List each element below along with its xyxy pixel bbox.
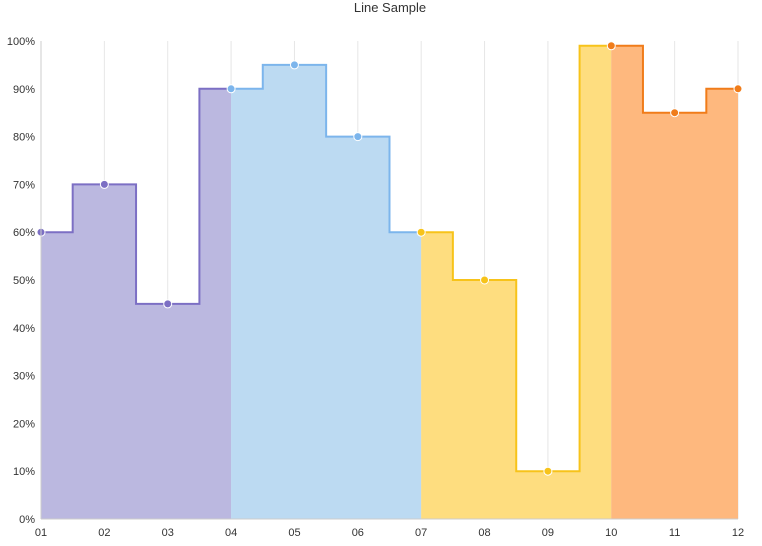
data-point-12[interactable] bbox=[733, 84, 743, 94]
x-tick-label: 11 bbox=[669, 527, 680, 539]
axis-layer: 0% 10% 20% 30% 40% 50% 60% 70% 80% 90% 100% 01 02 03 0… bbox=[7, 36, 744, 539]
area-layer bbox=[41, 45, 738, 520]
x-tick-label: 09 bbox=[542, 527, 554, 539]
y-tick-label: 20% bbox=[13, 418, 35, 430]
series-area-segment-4 bbox=[611, 45, 738, 519]
series-area-segment-2 bbox=[231, 64, 422, 520]
data-point-11[interactable] bbox=[670, 108, 680, 118]
x-tick-label: 08 bbox=[478, 527, 490, 539]
y-tick-label: 0% bbox=[19, 514, 35, 526]
x-tick-label: 02 bbox=[98, 527, 110, 539]
y-tick-label: 80% bbox=[13, 132, 35, 144]
y-tick-label: 60% bbox=[13, 227, 35, 239]
y-tick-label: 100% bbox=[7, 36, 35, 48]
data-point-08[interactable] bbox=[480, 275, 490, 285]
series-line-segment-3 bbox=[421, 44, 612, 473]
x-tick-label: 04 bbox=[225, 527, 237, 539]
y-tick-label: 40% bbox=[13, 323, 35, 335]
data-point-03[interactable] bbox=[163, 299, 173, 309]
y-tick-label: 70% bbox=[13, 179, 35, 191]
x-tick-label: 03 bbox=[162, 527, 174, 539]
data-point-07[interactable] bbox=[416, 227, 426, 237]
x-tick-label: 05 bbox=[288, 527, 300, 539]
x-tick-label: 10 bbox=[605, 527, 617, 539]
x-tick-label: 07 bbox=[415, 527, 427, 539]
series-line-segment-1 bbox=[41, 87, 232, 305]
y-tick-label: 30% bbox=[13, 371, 35, 383]
data-point-05[interactable] bbox=[289, 60, 299, 70]
series-line-segment-2 bbox=[231, 63, 422, 234]
data-point-04[interactable] bbox=[226, 84, 236, 94]
y-tick-label: 90% bbox=[13, 84, 35, 96]
x-tick-label: 12 bbox=[732, 527, 744, 539]
data-point-02[interactable] bbox=[99, 179, 109, 189]
x-tick-label: 06 bbox=[352, 527, 364, 539]
chart-title: Line Sample bbox=[354, 0, 426, 15]
point-layer bbox=[36, 41, 743, 476]
x-tick-label: 01 bbox=[35, 527, 47, 539]
data-point-09[interactable] bbox=[543, 466, 553, 476]
y-tick-label: 50% bbox=[13, 275, 35, 287]
y-tick-label: 10% bbox=[13, 466, 35, 478]
data-point-06[interactable] bbox=[353, 132, 363, 142]
line-layer bbox=[41, 44, 738, 473]
data-point-10[interactable] bbox=[606, 41, 616, 51]
